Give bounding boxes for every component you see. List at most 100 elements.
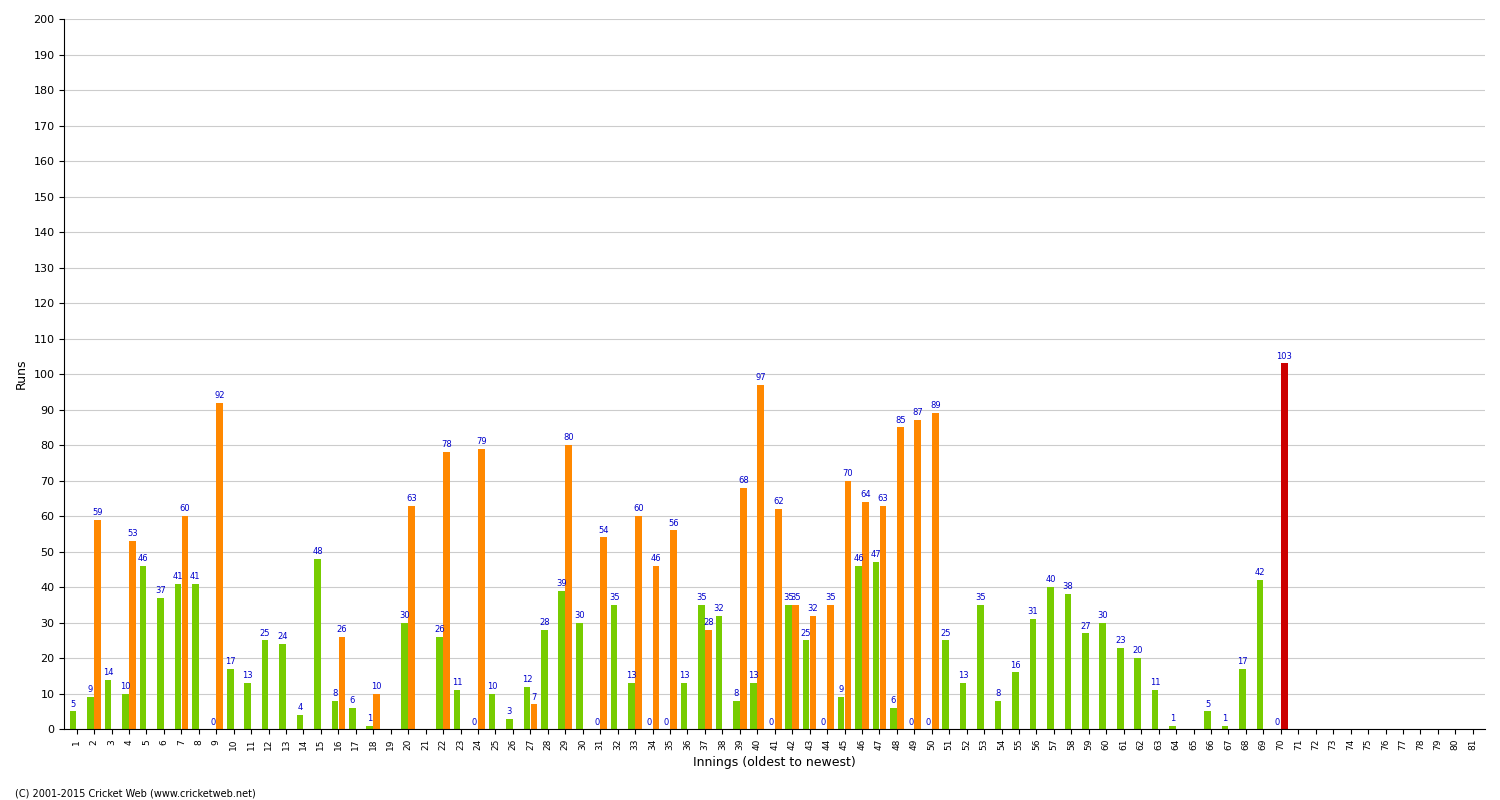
Text: 41: 41 <box>172 572 183 581</box>
Bar <box>374 694 380 730</box>
Bar <box>489 694 495 730</box>
Bar <box>750 683 758 730</box>
Text: 0: 0 <box>594 718 600 727</box>
Bar <box>734 701 740 730</box>
Bar <box>942 641 950 730</box>
Text: 25: 25 <box>260 629 270 638</box>
Text: 25: 25 <box>940 629 951 638</box>
Text: 13: 13 <box>678 671 690 680</box>
Text: 38: 38 <box>1062 582 1074 591</box>
Text: 3: 3 <box>507 706 512 716</box>
Bar <box>879 506 886 730</box>
Text: 35: 35 <box>790 593 801 602</box>
Bar <box>339 637 345 730</box>
Bar <box>158 598 164 730</box>
Text: 5: 5 <box>70 700 76 709</box>
Text: 35: 35 <box>696 593 706 602</box>
Bar <box>366 726 374 730</box>
Text: 26: 26 <box>435 625 445 634</box>
Text: 0: 0 <box>664 718 669 727</box>
Bar <box>1204 711 1210 730</box>
Bar <box>279 644 286 730</box>
Bar <box>1082 634 1089 730</box>
Text: 64: 64 <box>859 490 871 499</box>
Text: 8: 8 <box>734 689 740 698</box>
Bar <box>1047 587 1054 730</box>
Text: 10: 10 <box>486 682 496 691</box>
Bar <box>566 445 572 730</box>
Text: 56: 56 <box>668 518 680 527</box>
Bar <box>628 683 634 730</box>
Bar <box>1013 673 1019 730</box>
Text: 23: 23 <box>1114 636 1125 645</box>
Text: 0: 0 <box>768 718 774 727</box>
Bar <box>740 488 747 730</box>
Text: 0: 0 <box>926 718 932 727</box>
Text: 40: 40 <box>1046 575 1056 584</box>
Text: 54: 54 <box>598 526 609 534</box>
Text: 60: 60 <box>180 504 190 514</box>
Bar <box>776 509 782 730</box>
Text: 63: 63 <box>406 494 417 502</box>
Bar <box>478 449 484 730</box>
Text: 6: 6 <box>350 696 355 705</box>
Bar <box>140 566 147 730</box>
Bar <box>1257 580 1263 730</box>
Text: 60: 60 <box>633 504 644 514</box>
Text: 32: 32 <box>714 604 724 613</box>
Text: 85: 85 <box>896 415 906 425</box>
Text: 35: 35 <box>609 593 619 602</box>
Bar <box>1239 669 1245 730</box>
Bar <box>827 605 834 730</box>
Bar <box>244 683 250 730</box>
Text: 10: 10 <box>120 682 130 691</box>
Bar <box>576 622 582 730</box>
Text: 87: 87 <box>912 409 922 418</box>
Text: 39: 39 <box>556 579 567 588</box>
Text: 31: 31 <box>1028 607 1038 616</box>
Text: 13: 13 <box>627 671 638 680</box>
Bar <box>932 413 939 730</box>
Text: 78: 78 <box>441 440 452 450</box>
Bar <box>960 683 966 730</box>
Bar <box>105 679 111 730</box>
Text: 80: 80 <box>564 434 574 442</box>
Text: 1: 1 <box>1170 714 1174 723</box>
Bar <box>610 605 618 730</box>
Text: 4: 4 <box>297 703 303 712</box>
Bar <box>402 622 408 730</box>
Text: 47: 47 <box>870 550 880 559</box>
Text: 9: 9 <box>88 686 93 694</box>
Bar <box>698 605 705 730</box>
Bar <box>1170 726 1176 730</box>
Bar <box>652 566 660 730</box>
Bar <box>436 637 442 730</box>
Text: 32: 32 <box>808 604 819 613</box>
Text: 48: 48 <box>312 547 322 556</box>
Bar <box>994 701 1002 730</box>
Bar <box>897 427 903 730</box>
Text: 17: 17 <box>1238 657 1248 666</box>
Text: (C) 2001-2015 Cricket Web (www.cricketweb.net): (C) 2001-2015 Cricket Web (www.cricketwe… <box>15 788 255 798</box>
Bar <box>182 516 188 730</box>
Text: 24: 24 <box>278 632 288 641</box>
Bar <box>716 615 722 730</box>
Text: 12: 12 <box>522 674 532 684</box>
Bar <box>1281 363 1287 730</box>
Text: 6: 6 <box>891 696 896 705</box>
Text: 16: 16 <box>1010 661 1022 670</box>
Bar <box>332 701 338 730</box>
Bar <box>670 530 676 730</box>
Bar <box>786 605 792 730</box>
Text: 14: 14 <box>104 668 114 677</box>
Text: 0: 0 <box>908 718 914 727</box>
Bar <box>558 590 566 730</box>
Text: 1: 1 <box>1222 714 1227 723</box>
Bar <box>636 516 642 730</box>
Bar <box>70 711 76 730</box>
Text: 26: 26 <box>336 625 346 634</box>
Text: 62: 62 <box>772 498 783 506</box>
Text: 7: 7 <box>531 693 537 702</box>
Text: 0: 0 <box>821 718 827 727</box>
Bar <box>94 520 100 730</box>
